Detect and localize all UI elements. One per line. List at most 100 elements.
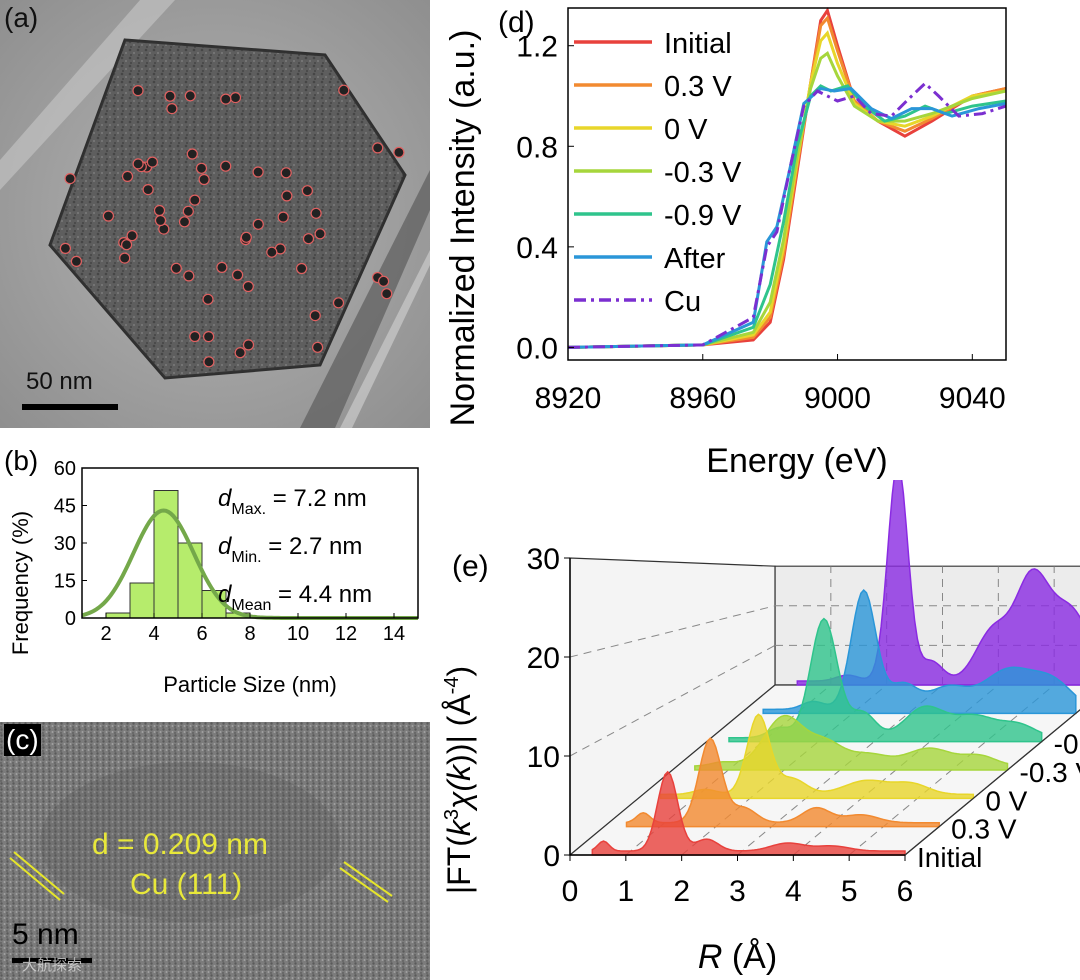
x-tick-label-b: 10 (287, 623, 309, 645)
tem-image-a-drawing (0, 0, 430, 428)
d-spacing-label: d = 0.209 nm (92, 828, 268, 861)
x-tick-label-b: 6 (196, 623, 207, 645)
scale-bar-text-c: 5 nm (12, 918, 79, 951)
x-axis-label-e: R (Å) (698, 938, 777, 976)
axes-frame-d (567, 7, 1007, 361)
legend-label-d: After (664, 243, 726, 275)
waterfall-label: 0.3 V (951, 814, 1017, 845)
particle-marker (142, 184, 154, 196)
particle-marker (178, 216, 191, 228)
plane-label: Cu (111) (130, 868, 243, 901)
annotation-b: dMin. = 2.7 nm (218, 533, 362, 566)
tem-image-a: (a) 50 nm (0, 0, 430, 428)
z-tick-label-e: 10 (527, 741, 560, 774)
particle-marker (119, 252, 131, 264)
waterfall-series-initial: Initial (591, 770, 982, 873)
particle-marker (232, 269, 244, 281)
waterfall-label: -0.9 V (1054, 729, 1080, 760)
particle-marker (242, 280, 254, 293)
scale-bar-c (12, 958, 92, 963)
z-tick-label-e: 0 (543, 840, 560, 873)
waterfall-area (591, 770, 906, 856)
series-line-03v (567, 50, 1007, 349)
wall-grid-line-e (569, 644, 776, 757)
y-tick-label-b: 15 (54, 571, 76, 593)
hrtem-image-c-drawing (0, 722, 430, 980)
lattice-marker-right (339, 861, 393, 903)
waterfall-label: 0 V (985, 785, 1027, 816)
particle-marker (189, 194, 201, 206)
particle-marker (280, 167, 292, 179)
particle-marker (182, 205, 194, 217)
y-tick-label-b: 30 (54, 533, 76, 555)
particle-marker (170, 262, 182, 274)
x-tick-label-d: 9000 (804, 382, 871, 415)
scale-bar-text-a: 50 nm (26, 368, 93, 395)
y-tick-label-d: 0.0 (516, 332, 558, 365)
panel-label-b: (b) (4, 445, 38, 476)
particle-marker (234, 347, 246, 359)
particle-marker (302, 233, 315, 245)
x-axis-label-b: Particle Size (nm) (163, 672, 337, 697)
particle-marker (154, 214, 167, 227)
particle-marker (266, 246, 278, 258)
particle-marker (338, 84, 350, 96)
panel-label-d: (d) (498, 6, 535, 39)
particle-marker (153, 204, 166, 217)
series-line-after (567, 86, 1007, 349)
particle-marker (252, 166, 264, 178)
particle-marker (240, 231, 252, 243)
series-line-initial (567, 6, 1007, 349)
z-tick-label-e: 30 (527, 543, 560, 576)
y-tick-label-b: 0 (65, 608, 76, 630)
particle-marker (281, 190, 293, 202)
x-tick-label-b: 2 (100, 623, 111, 645)
legend-label-d: -0.9 V (664, 200, 742, 232)
x-tick-label-d: 9040 (939, 382, 1006, 415)
legend-label-d: Cu (664, 286, 701, 318)
particle-marker (132, 158, 144, 170)
x-tick-label-b: 8 (244, 623, 255, 645)
particle-marker (312, 341, 324, 353)
y-tick-label-b: 60 (54, 458, 76, 480)
particle-marker (146, 156, 158, 168)
particle-marker (166, 102, 178, 115)
x-tick-label-b: 12 (335, 623, 357, 645)
particle-marker (59, 242, 72, 254)
particle-marker (229, 91, 242, 104)
series-line-cu (567, 81, 1007, 349)
particle-marker (277, 211, 289, 223)
wall-grid-line-e (569, 605, 776, 658)
hrtem-image-c: (c) d = 0.209 nm Cu (111) 5 nm 大航探索 (0, 722, 430, 980)
particle-marker (189, 330, 201, 343)
particle-markers (59, 84, 405, 368)
x-tick-label-b: 14 (383, 623, 405, 645)
particle-marker (64, 173, 76, 185)
legend-label-d: Initial (664, 28, 732, 60)
particle-marker (195, 162, 208, 174)
x-tick-label-e: 3 (729, 875, 746, 908)
floor-edge-e (904, 709, 1080, 856)
particle-marker (381, 288, 393, 300)
particle-marker (132, 84, 144, 97)
particle-marker (203, 331, 215, 343)
particle-marker (309, 310, 321, 322)
x-tick-label-e: 2 (673, 875, 690, 908)
x-tick-label-e: 6 (897, 875, 914, 908)
particle-marker (220, 93, 232, 105)
particle-marker (216, 261, 228, 273)
particle-marker (301, 185, 313, 197)
y-tick-label-b: 45 (54, 496, 76, 518)
panel-label-c: (c) (4, 724, 41, 756)
panel-label-a: (a) (4, 2, 39, 33)
particle-marker (296, 262, 308, 275)
z-tick-label-e: 20 (527, 642, 560, 675)
y-axis-label-b: Frequency (%) (8, 511, 33, 655)
watermark: 大航探索 (22, 957, 83, 974)
particle-marker (198, 173, 210, 186)
y-tick-label-d: 0.8 (516, 131, 558, 164)
series-line-0v (567, 30, 1007, 349)
particle-marker (203, 356, 215, 368)
particle-marker (164, 90, 176, 102)
annotation-b: dMax. = 7.2 nm (218, 485, 367, 518)
